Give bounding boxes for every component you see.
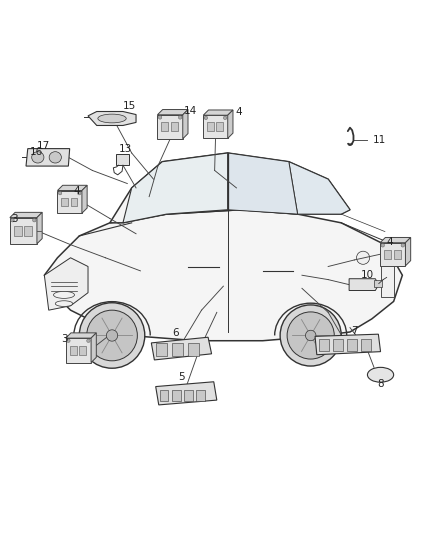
Polygon shape xyxy=(26,149,70,166)
Text: 10: 10 xyxy=(361,270,374,280)
Bar xyxy=(333,339,343,351)
Polygon shape xyxy=(37,212,42,244)
Text: 17: 17 xyxy=(37,141,50,151)
Text: 4: 4 xyxy=(386,237,392,247)
Bar xyxy=(71,198,78,206)
Circle shape xyxy=(280,305,341,366)
Bar xyxy=(187,343,199,357)
Text: 5: 5 xyxy=(179,372,185,382)
Bar xyxy=(70,346,77,355)
Polygon shape xyxy=(66,333,96,338)
Circle shape xyxy=(204,116,208,119)
Polygon shape xyxy=(406,238,411,266)
Bar xyxy=(384,250,391,259)
Text: 4: 4 xyxy=(235,107,242,117)
Bar xyxy=(216,123,223,131)
Polygon shape xyxy=(155,382,217,405)
Polygon shape xyxy=(183,110,188,139)
Text: 4: 4 xyxy=(74,186,81,196)
Text: 7: 7 xyxy=(351,326,358,336)
Ellipse shape xyxy=(49,152,61,163)
Text: 13: 13 xyxy=(119,144,132,155)
Circle shape xyxy=(78,191,81,195)
Bar xyxy=(156,343,167,357)
Text: 16: 16 xyxy=(30,147,43,157)
Bar xyxy=(171,122,178,131)
Bar xyxy=(172,390,180,401)
Circle shape xyxy=(106,330,118,341)
Circle shape xyxy=(79,303,145,368)
Text: 6: 6 xyxy=(172,328,179,338)
Polygon shape xyxy=(44,210,403,341)
Circle shape xyxy=(158,116,162,119)
Ellipse shape xyxy=(98,114,126,123)
Bar xyxy=(157,115,183,139)
Circle shape xyxy=(67,339,70,343)
Text: 3: 3 xyxy=(61,334,67,344)
Ellipse shape xyxy=(55,301,73,306)
Bar xyxy=(196,390,205,401)
Polygon shape xyxy=(44,258,88,310)
Bar xyxy=(184,390,193,401)
Polygon shape xyxy=(380,238,411,243)
Text: 8: 8 xyxy=(377,379,384,390)
Polygon shape xyxy=(203,110,233,115)
Polygon shape xyxy=(91,333,96,362)
Text: 15: 15 xyxy=(123,101,136,111)
Circle shape xyxy=(87,339,90,343)
Polygon shape xyxy=(123,153,228,223)
Polygon shape xyxy=(228,110,233,139)
Polygon shape xyxy=(228,153,297,214)
Circle shape xyxy=(401,244,405,247)
Bar xyxy=(203,115,228,139)
Polygon shape xyxy=(57,185,87,190)
Ellipse shape xyxy=(367,367,394,382)
Bar xyxy=(117,154,130,165)
Bar xyxy=(207,123,214,131)
Polygon shape xyxy=(349,279,377,290)
Polygon shape xyxy=(315,334,381,354)
Text: 3: 3 xyxy=(11,214,18,224)
Circle shape xyxy=(287,312,334,359)
Circle shape xyxy=(32,219,36,222)
Bar xyxy=(380,243,406,266)
Bar xyxy=(347,339,357,351)
Bar xyxy=(159,390,168,401)
Ellipse shape xyxy=(53,292,74,298)
Bar xyxy=(10,217,37,244)
Polygon shape xyxy=(157,110,188,115)
Polygon shape xyxy=(110,153,350,223)
Circle shape xyxy=(178,116,182,119)
Polygon shape xyxy=(10,212,42,217)
Bar xyxy=(14,225,22,236)
Polygon shape xyxy=(289,161,350,214)
Polygon shape xyxy=(88,111,136,125)
Circle shape xyxy=(58,191,62,195)
Bar xyxy=(161,122,168,131)
Circle shape xyxy=(381,244,385,247)
Bar xyxy=(24,225,32,236)
Bar xyxy=(172,343,183,357)
Text: 14: 14 xyxy=(184,106,197,116)
Bar xyxy=(319,339,329,351)
Circle shape xyxy=(11,219,14,222)
Polygon shape xyxy=(151,337,212,360)
Circle shape xyxy=(87,310,138,361)
Bar xyxy=(79,346,86,355)
Bar xyxy=(57,190,82,213)
Polygon shape xyxy=(82,185,87,213)
Text: 11: 11 xyxy=(373,135,386,145)
Bar xyxy=(61,198,68,206)
Circle shape xyxy=(223,116,227,119)
Bar xyxy=(394,250,401,259)
Bar xyxy=(381,262,394,297)
Circle shape xyxy=(305,330,316,341)
Ellipse shape xyxy=(32,152,44,163)
Bar xyxy=(374,280,382,287)
Circle shape xyxy=(357,251,370,264)
Bar xyxy=(361,339,371,351)
Bar xyxy=(66,338,91,362)
